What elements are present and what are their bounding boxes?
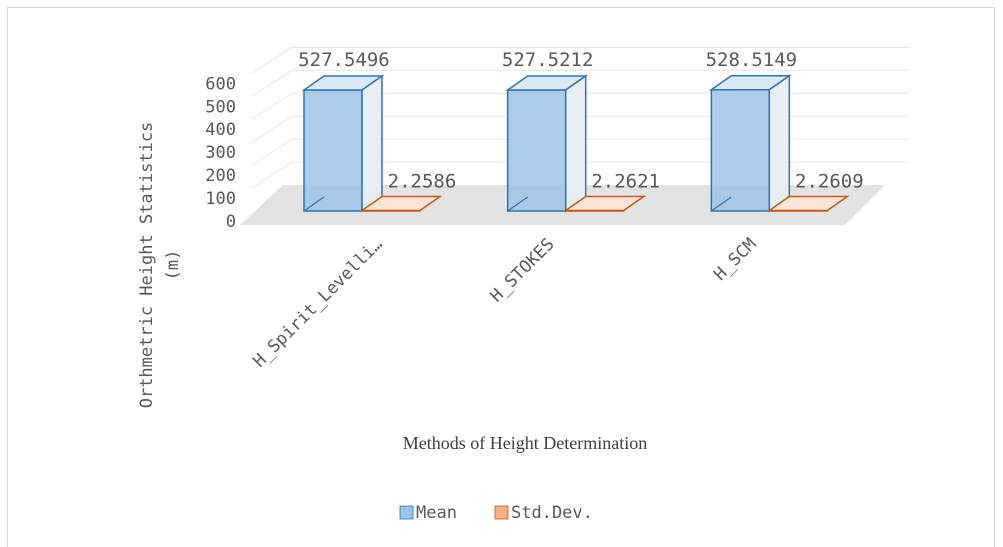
legend-label: Mean xyxy=(416,503,457,523)
legend-swatch xyxy=(494,505,509,520)
gridline xyxy=(251,46,909,74)
data-label: 527.5496 xyxy=(298,49,390,71)
bar-front xyxy=(710,89,771,212)
gridline xyxy=(251,69,909,97)
data-label: 2.2586 xyxy=(388,170,457,192)
bar-top xyxy=(359,195,443,212)
legend-label: Std.Dev. xyxy=(511,503,593,523)
bar-mean-2 xyxy=(505,74,589,213)
y-axis-title-line: (m) xyxy=(163,250,183,281)
y-tick-label: 200 xyxy=(205,166,236,186)
gridlines xyxy=(251,46,909,189)
y-axis-title: Orthmetric Height Statistics (m) xyxy=(137,122,183,409)
gridline xyxy=(251,138,909,166)
bar-front xyxy=(506,89,567,212)
x-tick-label: H_Spirit_Levelli… xyxy=(249,234,386,371)
data-label: 528.5149 xyxy=(706,49,798,71)
legend-swatch xyxy=(399,505,414,520)
bar-top xyxy=(766,195,850,212)
bar-std-dev--2 xyxy=(563,195,647,212)
bar-side xyxy=(361,74,383,213)
data-label: 2.2621 xyxy=(591,170,660,192)
y-tick-label: 500 xyxy=(205,97,236,117)
bar-top xyxy=(563,195,647,212)
y-tick-label: 0 xyxy=(226,212,236,232)
legend: Mean Std.Dev. xyxy=(399,503,593,523)
bar-side xyxy=(768,74,791,213)
data-labels: 527.5496 2.2586 527.5212 2.2621 528.5149 2.26… xyxy=(298,49,863,193)
bar-mean-3 xyxy=(708,74,792,213)
y-tick-label: 300 xyxy=(205,143,236,163)
bar-edge xyxy=(507,196,529,212)
y-tick-label: 600 xyxy=(205,74,236,94)
bar-side xyxy=(564,74,587,213)
x-tick-label: H_SCM xyxy=(710,234,760,284)
bar-front xyxy=(303,89,363,212)
bar-edge xyxy=(303,196,325,212)
bar-std-dev--1 xyxy=(359,195,443,212)
bar-edge xyxy=(710,196,732,212)
bar-std-dev--3 xyxy=(766,195,850,212)
gridline xyxy=(251,92,909,120)
x-tick-label: H_STOKES xyxy=(486,234,558,306)
data-label: 2.2609 xyxy=(795,170,864,192)
y-tick-label: 100 xyxy=(205,189,236,209)
x-axis-ticks: H_Spirit_Levelli… H_STOKES H_SCM xyxy=(249,234,760,371)
x-axis-title: Methods of Height Determination xyxy=(403,433,647,453)
bar-mean-1 xyxy=(301,74,385,213)
y-axis-title-line: Orthmetric Height Statistics xyxy=(137,122,157,409)
y-axis-ticks: 0 100 200 300 400 500 600 xyxy=(205,74,236,232)
gridline xyxy=(251,161,909,189)
gridline xyxy=(251,115,909,143)
y-tick-label: 400 xyxy=(205,120,236,140)
data-label: 527.5212 xyxy=(502,49,594,71)
chart-area xyxy=(7,7,995,547)
